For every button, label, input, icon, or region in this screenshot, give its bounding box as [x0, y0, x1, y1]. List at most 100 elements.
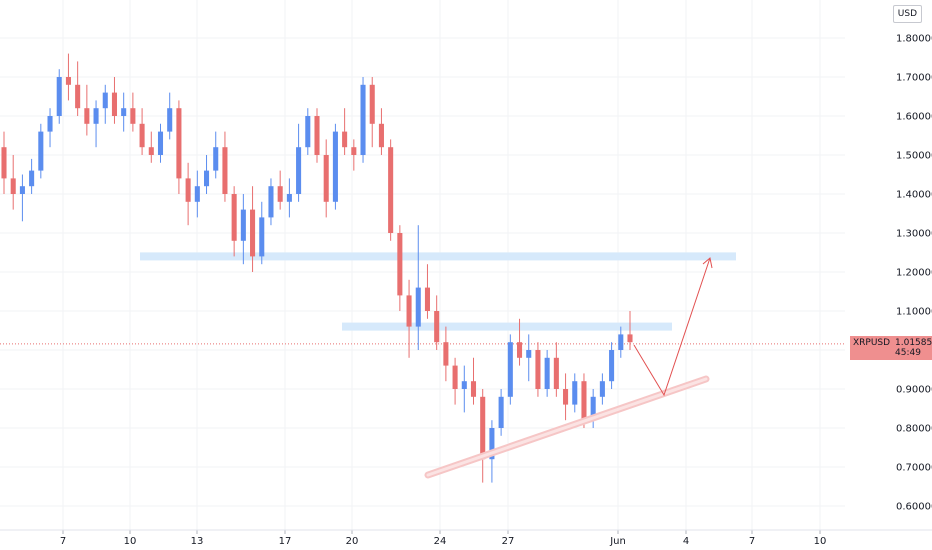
ascending-trendline-core [426, 377, 708, 477]
candle-up [544, 357, 550, 389]
candle-down [65, 77, 71, 85]
x-tick-label: 7 [749, 536, 755, 547]
candle-down [452, 365, 458, 389]
x-tick-label: 4 [683, 536, 689, 547]
candle-down [581, 381, 587, 421]
candle-up [194, 186, 200, 202]
candle-down [231, 194, 237, 241]
candle-down [250, 209, 256, 257]
candle-down [185, 178, 191, 202]
candle-down [563, 389, 569, 405]
last-price-tag: XRPUSD 1.01585 45:49 [850, 336, 932, 360]
y-tick-label: 1.30000 [896, 229, 932, 240]
candle-up [296, 147, 302, 194]
candle-down [111, 92, 118, 116]
x-tick-label: 27 [502, 536, 515, 547]
candle-up [286, 194, 292, 202]
projection-arrow [633, 257, 711, 397]
candle-up [102, 92, 108, 109]
candle-down [406, 295, 412, 327]
candle-up [167, 108, 173, 132]
candle-up [618, 334, 624, 350]
candle-up [47, 116, 53, 132]
candle-down [351, 147, 357, 155]
x-axis[interactable]: 7 10 13 17 20 24 27 Jun 4 7 10 [0, 529, 932, 547]
candle-up [415, 287, 421, 327]
currency-label[interactable]: USD [892, 5, 922, 23]
candle-down [176, 108, 182, 179]
price-tag-value: 1.01585 [895, 338, 932, 348]
candle-up [599, 381, 605, 397]
price-tag-countdown: 45:49 [895, 348, 921, 358]
candle-down [470, 381, 477, 397]
candle-down [397, 233, 403, 296]
candle-up [38, 131, 44, 171]
x-tick-label: 24 [434, 536, 447, 547]
candle-up [259, 217, 265, 257]
candle-down [148, 147, 154, 155]
candle-down [424, 287, 431, 311]
candle-up [498, 396, 504, 428]
candle-down [222, 147, 228, 194]
candle-up [268, 186, 274, 218]
candle-down [342, 131, 348, 148]
candle-down [130, 108, 136, 124]
x-tick-label: Jun [609, 536, 626, 547]
candle-down [277, 186, 283, 202]
candle-down [1, 147, 7, 179]
candle-down [314, 116, 320, 155]
candle-down [553, 357, 559, 389]
candle-up [19, 186, 25, 194]
candle-down [75, 84, 81, 109]
y-tick-label: 1.20000 [896, 268, 932, 279]
price-tag-symbol: XRPUSD [853, 338, 891, 348]
candle-down [10, 178, 16, 194]
candle-up [590, 396, 596, 421]
y-tick-label: 1.50000 [896, 151, 932, 162]
candle-down [516, 342, 523, 358]
candle-up [305, 116, 311, 148]
candle-up [360, 84, 366, 155]
y-tick-label: 1.40000 [896, 190, 932, 201]
y-axis[interactable]: 0.600000.700000.800000.900001.000001.100… [896, 34, 932, 513]
x-tick-label: 17 [279, 536, 292, 547]
candle-down [627, 334, 633, 343]
candle-down [323, 155, 329, 202]
resistance-zone-lower [342, 322, 672, 331]
x-tick-label: 10 [814, 536, 827, 547]
candle-down [388, 147, 394, 233]
candle-up [121, 108, 127, 116]
candle-up [332, 131, 338, 202]
candle-down [139, 123, 145, 148]
candle-up [93, 108, 99, 124]
y-tick-label: 1.10000 [896, 307, 932, 318]
x-tick-label: 20 [346, 536, 359, 547]
candlestick-series [1, 53, 633, 483]
candle-up [461, 381, 467, 389]
annotation-zones [140, 252, 736, 331]
candle-up [609, 350, 615, 382]
candle-up [29, 170, 35, 187]
resistance-zone-upper [140, 252, 736, 261]
x-tick-label: 13 [191, 536, 204, 547]
candle-up [56, 77, 62, 116]
drawing-tools [424, 257, 713, 479]
x-tick-label: 7 [60, 536, 66, 547]
candle-down [378, 123, 384, 148]
chart-grid [0, 0, 845, 530]
candle-down [535, 350, 541, 389]
candle-up [526, 350, 532, 358]
candle-down [84, 108, 90, 124]
candle-down [434, 311, 440, 343]
candle-up [240, 209, 246, 241]
candle-up [572, 381, 578, 405]
candle-up [507, 342, 513, 397]
candle-down [480, 396, 486, 460]
candle-up [203, 170, 210, 187]
candle-down [443, 342, 449, 366]
x-tick-label: 10 [124, 536, 137, 547]
